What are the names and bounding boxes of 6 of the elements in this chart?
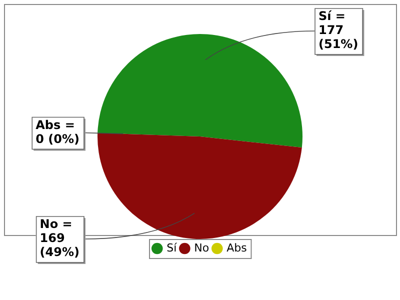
legend-label: Abs (226, 241, 248, 254)
data-label: Sí = 177 (51%) (318, 9, 358, 52)
data-label: No = 169 (49%) (40, 217, 80, 260)
legend-label: No (194, 241, 210, 254)
legend-label: Sí (166, 241, 178, 254)
text: Abs = 0 (0%) (36, 118, 80, 146)
